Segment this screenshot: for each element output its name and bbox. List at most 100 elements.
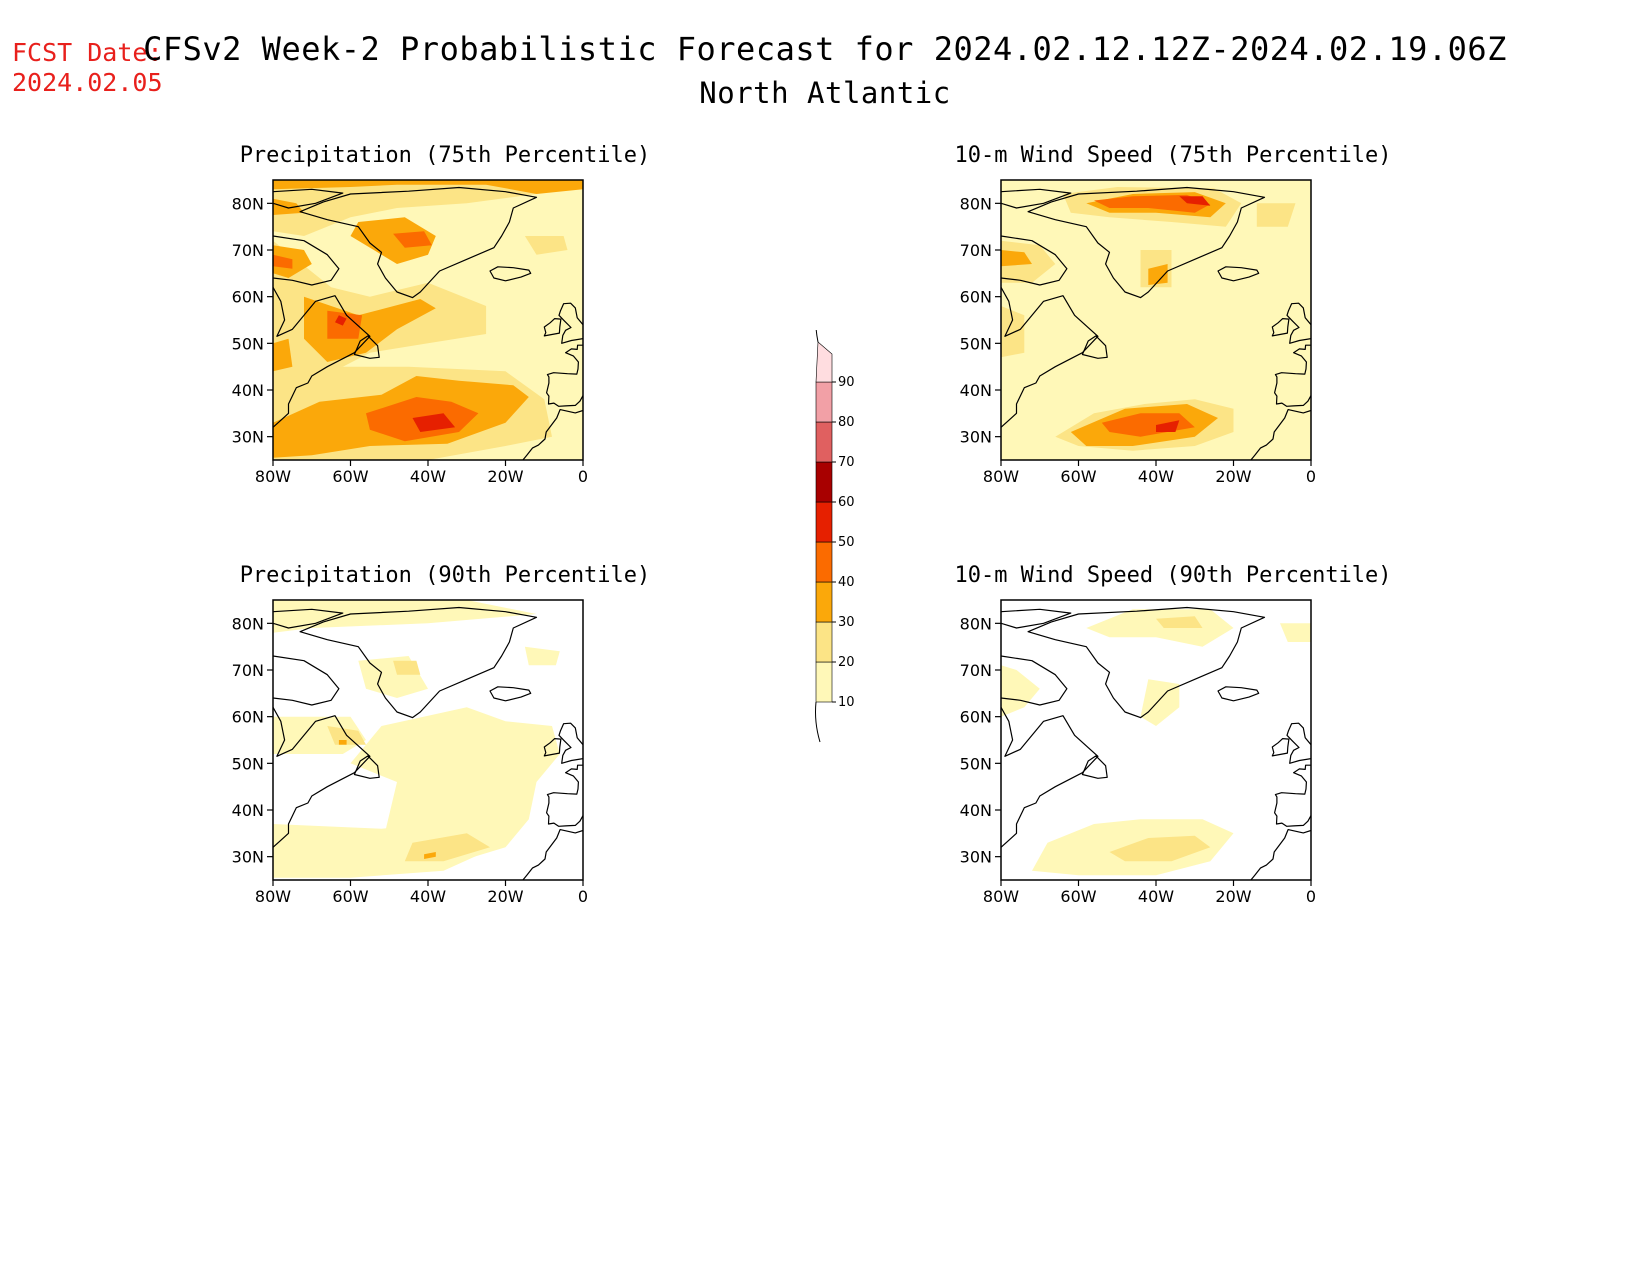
coastline xyxy=(1027,186,1266,299)
colorbar-label: 40 xyxy=(838,575,855,590)
probability-patch xyxy=(273,254,293,269)
lon-tick-label: 0 xyxy=(1306,467,1316,486)
colorbar-segment xyxy=(815,581,833,623)
coastline xyxy=(1001,188,1072,209)
probability-patch xyxy=(350,217,436,264)
lon-tick-label: 0 xyxy=(578,887,588,906)
panel-wind-90: 10-m Wind Speed (90th Percentile) 80W 60W… xyxy=(933,563,1413,963)
lon-tick-label: 40W xyxy=(1138,887,1174,906)
coastline xyxy=(353,755,380,779)
lon-tick-label: 20W xyxy=(487,887,523,906)
lat-tick-label: 50N xyxy=(960,754,992,773)
lon-tick-label: 60W xyxy=(332,467,368,486)
lat-tick-label: 60N xyxy=(232,288,264,307)
coastline xyxy=(543,738,562,757)
probability-patch xyxy=(1086,609,1234,647)
coastline xyxy=(522,409,583,460)
colorbar-segment xyxy=(815,461,833,503)
panel-title: 10-m Wind Speed (90th Percentile) xyxy=(954,563,1392,588)
coastline xyxy=(1027,606,1266,719)
lat-tick-label: 70N xyxy=(960,661,992,680)
lat-tick-label: 80N xyxy=(232,614,264,633)
coastline xyxy=(1271,318,1290,337)
colorbar-label: 20 xyxy=(838,655,855,670)
lon-tick-label: 60W xyxy=(332,887,368,906)
coastline xyxy=(1286,722,1311,764)
lat-tick-label: 30N xyxy=(232,428,264,447)
coastline xyxy=(1001,235,1068,286)
probability-patch xyxy=(338,740,347,745)
page-title: CFSv2 Week-2 Probabilistic Forecast for … xyxy=(143,30,1507,68)
colorbar-label: 70 xyxy=(838,455,855,470)
coastline xyxy=(489,686,532,702)
lat-tick-label: 70N xyxy=(232,661,264,680)
lat-tick-label: 60N xyxy=(960,288,992,307)
coastline xyxy=(1250,829,1311,880)
coastline xyxy=(1001,608,1072,629)
probability-patch xyxy=(393,231,432,248)
lon-tick-label: 80W xyxy=(255,467,291,486)
colorbar-label: 30 xyxy=(838,615,855,630)
colorbar-top-tail xyxy=(815,330,819,343)
probability-patch xyxy=(1001,180,1311,460)
colorbar-label: 60 xyxy=(838,495,855,510)
probability-patch xyxy=(1280,623,1311,642)
lat-tick-label: 70N xyxy=(960,241,992,260)
lat-tick-label: 40N xyxy=(960,381,992,400)
colorbar-segment xyxy=(815,381,833,423)
lat-tick-label: 60N xyxy=(232,708,264,727)
lat-tick-label: 50N xyxy=(960,334,992,353)
colorbar-segment xyxy=(815,501,833,543)
coastline xyxy=(273,707,371,848)
lon-tick-label: 0 xyxy=(578,467,588,486)
lat-tick-label: 60N xyxy=(960,708,992,727)
coastline xyxy=(1286,302,1311,344)
coastline xyxy=(1250,409,1311,460)
probability-patch xyxy=(1148,264,1168,285)
coastline xyxy=(1217,266,1260,282)
forecast-date-label: FCST Date: xyxy=(12,38,163,67)
coastline xyxy=(546,344,583,407)
map-precip-90: 80W 60W 40W 20W 0 80N 70N 60N 50N 40N 30N xyxy=(232,599,588,906)
panel-title: 10-m Wind Speed (75th Percentile) xyxy=(954,143,1392,168)
probability-patch xyxy=(1001,306,1025,358)
lat-tick-label: 80N xyxy=(960,614,992,633)
coastline xyxy=(1001,287,1099,428)
probability-patch xyxy=(1140,679,1180,726)
colorbar-label: 10 xyxy=(838,695,855,710)
lon-tick-label: 20W xyxy=(487,467,523,486)
page-subtitle: North Atlantic xyxy=(699,76,951,110)
lat-tick-label: 30N xyxy=(960,428,992,447)
lat-tick-label: 30N xyxy=(232,848,264,867)
map-wind-75: 80W 60W 40W 20W 0 80N 70N 60N 50N 40N 30N xyxy=(960,179,1316,486)
coastline xyxy=(299,606,538,719)
probability-patch xyxy=(393,660,421,675)
probability-patch xyxy=(1094,194,1211,213)
panel-title: Precipitation (90th Percentile) xyxy=(239,563,651,588)
colorbar-segment xyxy=(815,541,833,583)
probability-patch xyxy=(273,198,304,215)
colorbar-segment xyxy=(815,341,833,383)
colorbar-label: 90 xyxy=(838,375,855,390)
coastline xyxy=(1001,655,1068,706)
panel-precip-75: Precipitation (75th Percentile) 80W 60W 40… xyxy=(205,143,685,543)
probability-patch xyxy=(424,852,436,859)
lon-tick-label: 80W xyxy=(255,887,291,906)
probability-patch xyxy=(273,338,293,372)
lon-tick-label: 0 xyxy=(1306,887,1316,906)
probability-patch xyxy=(1109,835,1211,862)
colorbar-legend: 10 20 30 40 50 60 70 80 90 xyxy=(815,330,855,743)
coastline xyxy=(273,287,371,428)
lon-tick-label: 80W xyxy=(983,887,1019,906)
coastline xyxy=(273,235,340,286)
coastline xyxy=(558,722,583,764)
coastline xyxy=(273,608,344,629)
lon-tick-label: 40W xyxy=(1138,467,1174,486)
coastline xyxy=(558,302,583,344)
probability-patch xyxy=(335,315,347,326)
forecast-date-value: 2024.02.05 xyxy=(12,68,163,97)
coastline xyxy=(1081,335,1108,359)
lon-tick-label: 20W xyxy=(1215,887,1251,906)
colorbar-segment xyxy=(815,621,833,663)
probability-patch xyxy=(327,310,363,339)
